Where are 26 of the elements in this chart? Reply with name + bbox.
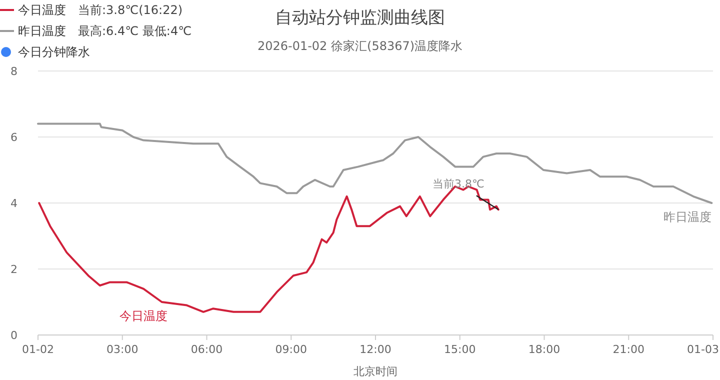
x-axis-title: 北京时间	[354, 365, 398, 378]
chart-subtitle: 2026-01-02 徐家汇(58367)温度降水	[257, 39, 463, 53]
text: 今日温度	[119, 309, 168, 323]
x-tick-label: 06:00	[190, 343, 223, 356]
y-tick-label: 4	[10, 197, 18, 210]
text: 最高:6.4℃ 最低:4℃	[78, 24, 192, 38]
x-tick-label: 12:00	[360, 343, 392, 356]
legend-label: 今日温度	[18, 3, 66, 17]
x-tick-label: 09:00	[275, 343, 307, 356]
y-tick-label: 0	[10, 329, 18, 342]
y-tick-label: 6	[10, 131, 18, 144]
x-tick-label: 15:00	[444, 343, 476, 356]
legend-label: 今日分钟降水	[18, 45, 90, 59]
line-series	[37, 122, 713, 204]
y-tick-label: 2	[10, 263, 18, 276]
x-tick-label: 18:00	[528, 343, 560, 356]
text: 昨日温度	[664, 210, 712, 224]
x-tick-label: 01-03	[687, 343, 719, 356]
chart-title: 自动站分钟监测曲线图	[275, 8, 445, 28]
annotation: 当前3.8℃	[432, 178, 484, 191]
text: 当前:3.8℃(16:22)	[78, 3, 183, 17]
legend-label: 昨日温度	[18, 24, 66, 38]
y-tick-label: 8	[10, 65, 18, 78]
x-tick-label: 03:00	[106, 343, 138, 356]
x-tick-label: 21:00	[612, 343, 644, 356]
x-tick-label: 01-02	[22, 343, 54, 356]
